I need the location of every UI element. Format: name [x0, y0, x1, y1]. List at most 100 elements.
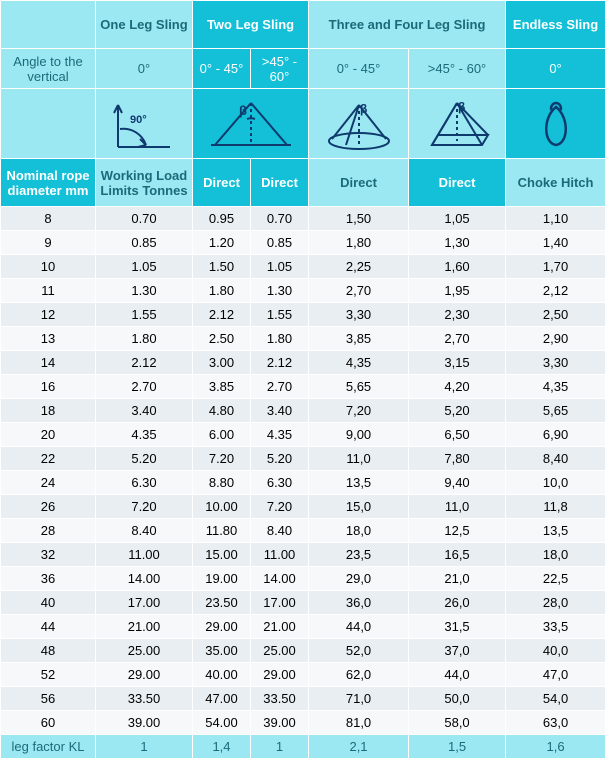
- leg-factor-cell: 1: [96, 735, 193, 759]
- value-cell: 47.00: [193, 687, 251, 711]
- angle-three-b: >45° - 60°: [409, 49, 506, 89]
- value-cell: 9,00: [309, 423, 409, 447]
- value-cell: 39.00: [96, 711, 193, 735]
- value-cell: 2.70: [251, 375, 309, 399]
- table-row: 111.301.801.302,701,952,12: [1, 279, 605, 303]
- value-cell: 2,30: [409, 303, 506, 327]
- value-cell: 3.40: [96, 399, 193, 423]
- value-cell: 0.70: [251, 207, 309, 231]
- diameter-cell: 26: [1, 495, 96, 519]
- value-cell: 2,25: [309, 255, 409, 279]
- value-cell: 2,70: [409, 327, 506, 351]
- diameter-cell: 16: [1, 375, 96, 399]
- value-cell: 31,5: [409, 615, 506, 639]
- table-row: 3614.0019.0014.0029,021,022,5: [1, 567, 605, 591]
- value-cell: 10.00: [193, 495, 251, 519]
- value-cell: 11.00: [251, 543, 309, 567]
- angle-three-a: 0° - 45°: [309, 49, 409, 89]
- direct-three-b: Direct: [409, 159, 506, 207]
- value-cell: 5,65: [506, 399, 605, 423]
- diameter-cell: 20: [1, 423, 96, 447]
- angle-label: Angle to the vertical: [1, 49, 96, 89]
- value-cell: 5,65: [309, 375, 409, 399]
- value-cell: 54,0: [506, 687, 605, 711]
- two-leg-icon: β: [193, 89, 309, 159]
- value-cell: 7.20: [193, 447, 251, 471]
- diameter-cell: 44: [1, 615, 96, 639]
- value-cell: 11,0: [409, 495, 506, 519]
- diameter-cell: 36: [1, 567, 96, 591]
- diameter-cell: 56: [1, 687, 96, 711]
- value-cell: 15,0: [309, 495, 409, 519]
- value-cell: 18,0: [506, 543, 605, 567]
- direct-two-b: Direct: [251, 159, 309, 207]
- diameter-heading: Nominal rope diameter mm: [1, 159, 96, 207]
- value-cell: 6.00: [193, 423, 251, 447]
- diagram-row: 90° β: [1, 89, 605, 159]
- value-cell: 3,85: [309, 327, 409, 351]
- value-cell: 58,0: [409, 711, 506, 735]
- leg-factor-cell: 1,5: [409, 735, 506, 759]
- value-cell: 8,40: [506, 447, 605, 471]
- value-cell: 39.00: [251, 711, 309, 735]
- value-cell: 1.05: [251, 255, 309, 279]
- value-cell: 3,15: [409, 351, 506, 375]
- diameter-cell: 32: [1, 543, 96, 567]
- table-row: 5633.5047.0033.5071,050,054,0: [1, 687, 605, 711]
- diameter-cell: 12: [1, 303, 96, 327]
- value-cell: 1,60: [409, 255, 506, 279]
- value-cell: 25.00: [251, 639, 309, 663]
- diameter-cell: 13: [1, 327, 96, 351]
- table-row: 101.051.501.052,251,601,70: [1, 255, 605, 279]
- table-row: 4825.0035.0025.0052,037,040,0: [1, 639, 605, 663]
- value-cell: 5.20: [251, 447, 309, 471]
- value-cell: 47,0: [506, 663, 605, 687]
- angle-one: 0°: [96, 49, 193, 89]
- diameter-cell: 8: [1, 207, 96, 231]
- leg-factor-cell: 1,4: [193, 735, 251, 759]
- diameter-cell: 18: [1, 399, 96, 423]
- value-cell: 62,0: [309, 663, 409, 687]
- value-cell: 1,05: [409, 207, 506, 231]
- diameter-cell: 24: [1, 471, 96, 495]
- value-cell: 4,35: [506, 375, 605, 399]
- table-row: 90.851.200.851,801,301,40: [1, 231, 605, 255]
- value-cell: 4.35: [251, 423, 309, 447]
- value-cell: 7.20: [251, 495, 309, 519]
- value-cell: 0.85: [251, 231, 309, 255]
- value-cell: 7,80: [409, 447, 506, 471]
- value-cell: 22,5: [506, 567, 605, 591]
- three-four-leg-heading: Three and Four Leg Sling: [309, 1, 506, 49]
- value-cell: 19.00: [193, 567, 251, 591]
- svg-text:β: β: [360, 102, 367, 116]
- one-leg-heading: One Leg Sling: [96, 1, 193, 49]
- value-cell: 1.55: [96, 303, 193, 327]
- table-row: 6039.0054.0039.0081,058,063,0: [1, 711, 605, 735]
- value-cell: 33.50: [251, 687, 309, 711]
- value-cell: 71,0: [309, 687, 409, 711]
- subhead-row: Nominal rope diameter mm Working Load Li…: [1, 159, 605, 207]
- diameter-cell: 40: [1, 591, 96, 615]
- value-cell: 81,0: [309, 711, 409, 735]
- value-cell: 4,20: [409, 375, 506, 399]
- value-cell: 35.00: [193, 639, 251, 663]
- value-cell: 28,0: [506, 591, 605, 615]
- table-row: 162.703.852.705,654,204,35: [1, 375, 605, 399]
- value-cell: 1.50: [193, 255, 251, 279]
- table-row: 288.4011.808.4018,012,513,5: [1, 519, 605, 543]
- choke-heading: Choke Hitch: [506, 159, 605, 207]
- value-cell: 36,0: [309, 591, 409, 615]
- angle-endless: 0°: [506, 49, 605, 89]
- diameter-cell: 10: [1, 255, 96, 279]
- value-cell: 12,5: [409, 519, 506, 543]
- value-cell: 8.40: [96, 519, 193, 543]
- value-cell: 25.00: [96, 639, 193, 663]
- value-cell: 21,0: [409, 567, 506, 591]
- value-cell: 7.20: [96, 495, 193, 519]
- value-cell: 17.00: [96, 591, 193, 615]
- value-cell: 11.80: [193, 519, 251, 543]
- value-cell: 6.30: [96, 471, 193, 495]
- value-cell: 2.12: [251, 351, 309, 375]
- table-row: 267.2010.007.2015,011,011,8: [1, 495, 605, 519]
- value-cell: 13,5: [309, 471, 409, 495]
